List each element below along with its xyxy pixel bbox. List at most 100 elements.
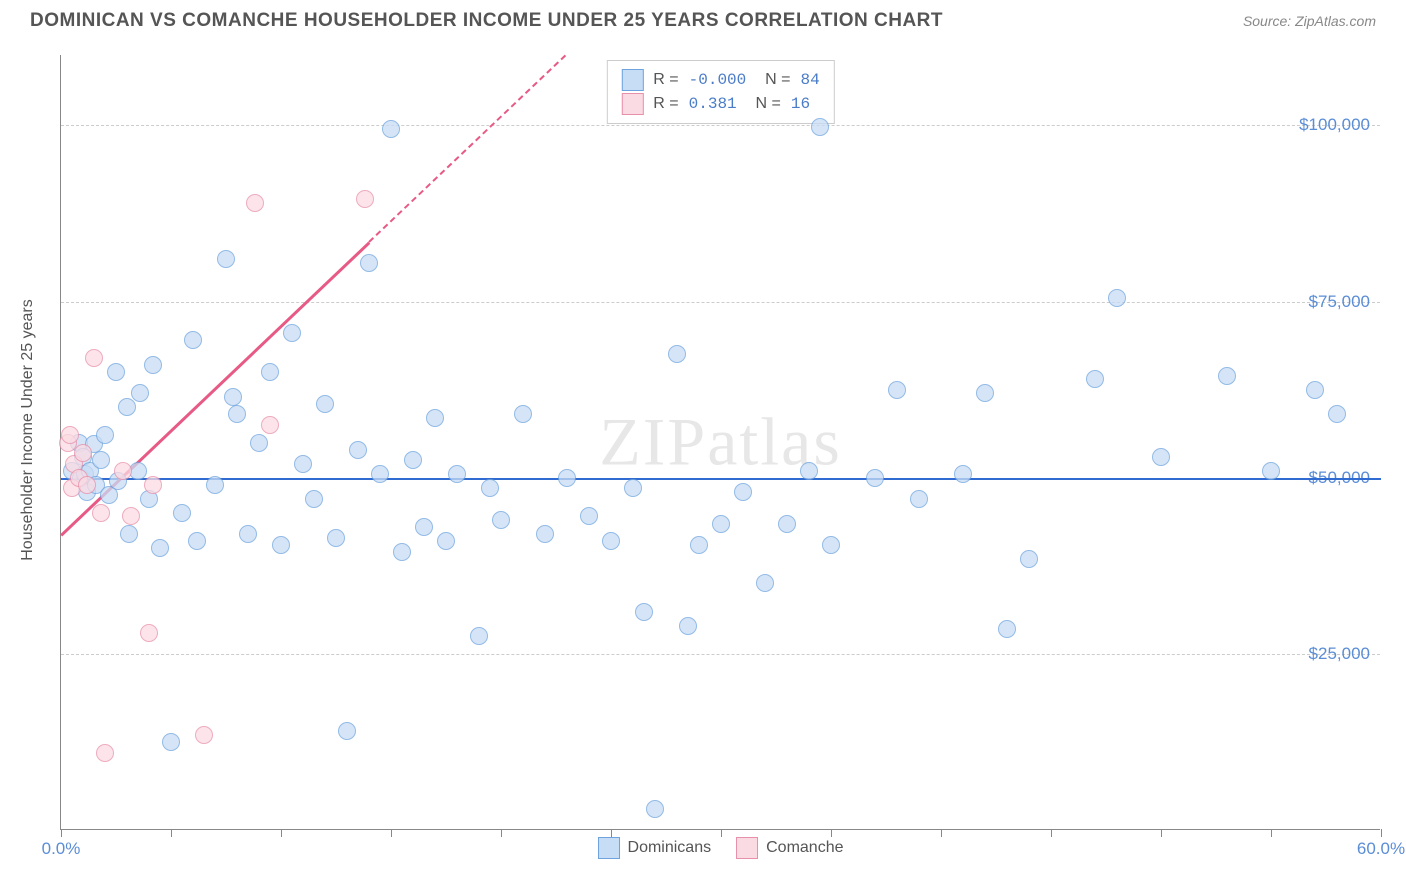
legend-r-value: -0.000 <box>689 71 747 89</box>
legend-row: R = 0.381 N = 16 <box>621 93 819 115</box>
trend-line-dominicans <box>61 478 1381 481</box>
legend-swatch <box>621 69 643 91</box>
x-tick <box>281 829 282 837</box>
x-tick <box>1051 829 1052 837</box>
data-point <box>224 388 242 406</box>
data-point <box>107 363 125 381</box>
data-point <box>151 539 169 557</box>
data-point <box>668 345 686 363</box>
data-point <box>261 416 279 434</box>
legend-swatch <box>736 837 758 859</box>
data-point <box>74 444 92 462</box>
legend-stat-label: R = <box>653 71 678 89</box>
data-point <box>712 515 730 533</box>
x-tick <box>501 829 502 837</box>
data-point <box>778 515 796 533</box>
x-tick <box>831 829 832 837</box>
data-point <box>338 722 356 740</box>
data-point <box>734 483 752 501</box>
data-point <box>283 324 301 342</box>
data-point <box>481 479 499 497</box>
legend-stat-label: N = <box>747 95 781 113</box>
data-point <box>910 490 928 508</box>
data-point <box>92 504 110 522</box>
data-point <box>96 426 114 444</box>
series-legend: Dominicans Comanche <box>598 837 844 859</box>
data-point <box>492 511 510 529</box>
data-point <box>976 384 994 402</box>
gridline <box>61 654 1380 655</box>
data-point <box>393 543 411 561</box>
data-point <box>217 250 235 268</box>
x-tick <box>721 829 722 837</box>
data-point <box>140 624 158 642</box>
legend-n-value: 16 <box>791 95 810 113</box>
correlation-legend: R = -0.000 N = 84 R = 0.381 N = 16 <box>606 60 834 124</box>
data-point <box>206 476 224 494</box>
x-tick <box>61 829 62 837</box>
data-point <box>114 462 132 480</box>
data-point <box>1086 370 1104 388</box>
data-point <box>356 190 374 208</box>
data-point <box>120 525 138 543</box>
legend-n-value: 84 <box>800 71 819 89</box>
data-point <box>61 426 79 444</box>
data-point <box>195 726 213 744</box>
legend-label: Comanche <box>766 839 843 857</box>
data-point <box>635 603 653 621</box>
data-point <box>1108 289 1126 307</box>
x-tick <box>941 829 942 837</box>
data-point <box>646 800 664 818</box>
legend-label: Dominicans <box>628 839 712 857</box>
data-point <box>1020 550 1038 568</box>
data-point <box>144 476 162 494</box>
data-point <box>888 381 906 399</box>
y-tick-label: $100,000 <box>1299 115 1370 135</box>
data-point <box>1152 448 1170 466</box>
data-point <box>624 479 642 497</box>
data-point <box>144 356 162 374</box>
scatter-chart: ZIPatlas R = -0.000 N = 84R = 0.381 N = … <box>60 55 1380 830</box>
data-point <box>131 384 149 402</box>
data-point <box>382 120 400 138</box>
data-point <box>316 395 334 413</box>
data-point <box>239 525 257 543</box>
data-point <box>294 455 312 473</box>
data-point <box>261 363 279 381</box>
data-point <box>437 532 455 550</box>
data-point <box>756 574 774 592</box>
y-axis-title: Householder Income Under 25 years <box>19 299 37 560</box>
data-point <box>85 349 103 367</box>
data-point <box>327 529 345 547</box>
data-point <box>188 532 206 550</box>
data-point <box>470 627 488 645</box>
data-point <box>1262 462 1280 480</box>
x-tick-label: 0.0% <box>42 839 81 859</box>
legend-swatch <box>598 837 620 859</box>
data-point <box>305 490 323 508</box>
data-point <box>371 465 389 483</box>
data-point <box>162 733 180 751</box>
data-point <box>514 405 532 423</box>
data-point <box>866 469 884 487</box>
gridline <box>61 302 1380 303</box>
data-point <box>78 476 96 494</box>
data-point <box>998 620 1016 638</box>
data-point <box>1328 405 1346 423</box>
x-tick <box>391 829 392 837</box>
data-point <box>272 536 290 554</box>
data-point <box>228 405 246 423</box>
legend-stat-label: N = <box>756 71 790 89</box>
legend-stat-label: R = <box>653 95 678 113</box>
data-point <box>404 451 422 469</box>
data-point <box>246 194 264 212</box>
data-point <box>129 462 147 480</box>
data-point <box>250 434 268 452</box>
data-point <box>448 465 466 483</box>
x-tick <box>171 829 172 837</box>
data-point <box>118 398 136 416</box>
data-point <box>536 525 554 543</box>
data-point <box>415 518 433 536</box>
trend-line-dashed-comanche <box>368 55 566 243</box>
legend-swatch <box>621 93 643 115</box>
